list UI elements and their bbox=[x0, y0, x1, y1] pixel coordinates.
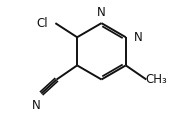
Text: N: N bbox=[97, 6, 106, 19]
Text: N: N bbox=[133, 31, 142, 44]
Text: N: N bbox=[32, 99, 41, 112]
Text: Cl: Cl bbox=[36, 17, 48, 30]
Text: CH₃: CH₃ bbox=[145, 73, 167, 86]
